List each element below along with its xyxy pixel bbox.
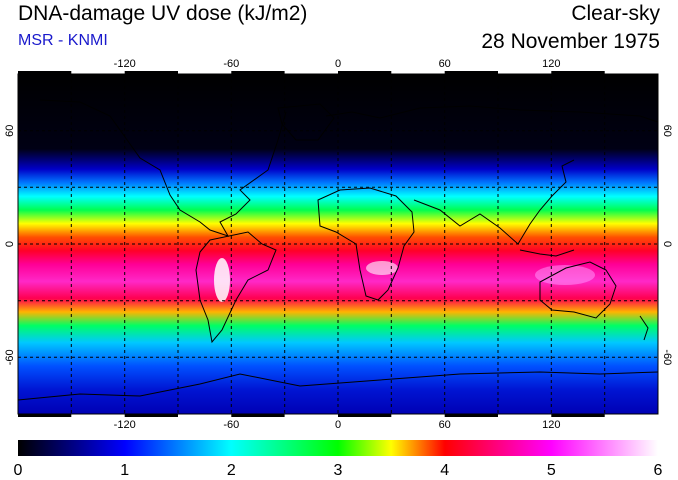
lon-tick-top: -60 [223, 58, 239, 70]
lat-tick-right: -60 [661, 349, 673, 365]
lat-tick-right: 60 [661, 125, 673, 137]
peak-south-america [214, 258, 230, 302]
colorbar-label: 6 [654, 462, 663, 479]
lat-tick-left: -60 [4, 349, 16, 365]
lon-tick-bottom: 120 [542, 419, 560, 431]
lat-tick-right: 0 [661, 241, 673, 247]
australia-coast [539, 261, 617, 319]
sky-condition-label: Clear-sky [571, 2, 660, 25]
date-label: 28 November 1975 [481, 30, 660, 53]
coastlines [18, 99, 658, 401]
colorbar-label: 3 [334, 462, 343, 479]
antarctica-coast [18, 371, 658, 401]
asia-south-coast [413, 159, 575, 245]
greenland-coast [277, 103, 335, 141]
graticule [18, 74, 658, 414]
colorbar-label: 4 [440, 462, 449, 479]
map-title: DNA-damage UV dose (kJ/m2) [18, 2, 308, 25]
indonesia-coast [519, 249, 575, 257]
europe-asia-coast [325, 105, 658, 123]
peak-australia [535, 265, 595, 285]
lon-tick-top: 0 [335, 58, 341, 70]
colorbar-label: 5 [547, 462, 556, 479]
lat-tick-left: 60 [4, 125, 16, 137]
lon-tick-bottom: -120 [114, 419, 136, 431]
lat-tick-left: 0 [4, 241, 16, 247]
lon-tick-bottom: 0 [335, 419, 341, 431]
lon-tick-top: 120 [542, 58, 560, 70]
frame-ticks [18, 71, 605, 417]
peak-africa [366, 261, 398, 275]
lon-tick-bottom: 60 [439, 419, 451, 431]
lon-tick-top: 60 [439, 58, 451, 70]
colorbar-label: 1 [120, 462, 129, 479]
lon-tick-bottom: -60 [223, 419, 239, 431]
source-label: MSR - KNMI [18, 32, 108, 49]
colorbar [18, 440, 658, 456]
north-america-coast [39, 99, 287, 237]
south-america-coast [195, 231, 277, 344]
africa-coast [317, 187, 415, 301]
new-zealand-coast [639, 315, 649, 341]
lon-tick-top: -120 [114, 58, 136, 70]
colorbar-label: 2 [227, 462, 236, 479]
colorbar-label: 0 [14, 462, 23, 479]
